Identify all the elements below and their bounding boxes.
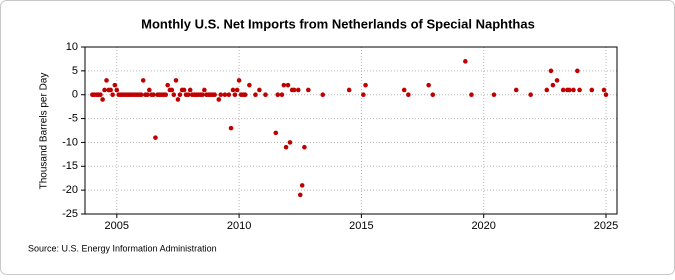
point [232, 92, 238, 98]
point [104, 78, 109, 83]
point [603, 92, 609, 98]
point [230, 87, 236, 93]
point [554, 78, 560, 83]
point [567, 87, 572, 93]
point [297, 192, 303, 198]
y-tick-label: -10 [62, 136, 78, 148]
point [406, 92, 411, 98]
point [363, 82, 368, 88]
point [236, 78, 242, 83]
point [560, 87, 566, 93]
point [279, 92, 285, 98]
point [108, 87, 113, 93]
point [401, 87, 407, 93]
x-tick-label: 2015 [349, 220, 373, 232]
point [165, 82, 170, 88]
x-tick-label: 2010 [227, 220, 251, 232]
point [281, 82, 287, 88]
point [110, 92, 115, 98]
point [491, 92, 497, 98]
point [218, 92, 224, 98]
point [463, 59, 468, 64]
point [273, 130, 279, 136]
plot-border [84, 46, 618, 215]
y-tick-label: 5 [72, 65, 78, 77]
point [285, 82, 291, 88]
point [430, 92, 436, 98]
point [181, 87, 187, 93]
y-tick-label: 0 [72, 89, 78, 101]
point [346, 87, 352, 93]
point [253, 92, 258, 98]
y-tick-label: -15 [62, 160, 78, 172]
point [550, 82, 556, 88]
point [257, 87, 262, 93]
x-tick-label: 2020 [471, 220, 495, 232]
point [426, 82, 431, 88]
point [98, 92, 103, 98]
point [302, 144, 307, 150]
point [544, 87, 550, 93]
point [577, 87, 582, 93]
point [601, 87, 607, 93]
point [212, 92, 217, 98]
point [263, 92, 268, 98]
point [575, 68, 580, 74]
point [571, 87, 576, 93]
y-tick-label: 10 [66, 41, 78, 53]
point [112, 82, 118, 88]
point [216, 97, 222, 102]
point [291, 87, 297, 93]
point [469, 92, 474, 98]
point [283, 144, 289, 150]
x-tick-label: 2005 [105, 220, 129, 232]
point [513, 87, 519, 93]
y-tick-label: -25 [62, 208, 78, 220]
point [177, 92, 183, 98]
point [528, 92, 533, 98]
chart-title: Monthly U.S. Net Imports from Netherland… [141, 16, 535, 31]
point [175, 97, 181, 102]
source-note: Source: U.S. Energy Information Administ… [28, 243, 217, 253]
point [151, 92, 156, 98]
point [145, 92, 150, 98]
point [247, 82, 252, 88]
y-tick-label: -20 [62, 184, 78, 196]
x-tick-label: 2025 [594, 220, 618, 232]
point [589, 87, 595, 93]
point [140, 78, 146, 83]
point [169, 87, 175, 93]
point [295, 87, 301, 93]
point [228, 125, 234, 131]
point [275, 92, 281, 98]
point [299, 183, 305, 188]
point [163, 92, 169, 98]
point [320, 92, 326, 98]
point [102, 87, 107, 93]
point [153, 135, 158, 140]
point [242, 92, 248, 98]
point [361, 92, 366, 98]
point [306, 87, 311, 93]
point [147, 87, 152, 93]
y-tick-label: -5 [68, 112, 78, 124]
point [100, 97, 105, 102]
point [287, 140, 293, 145]
point [226, 92, 232, 98]
point [185, 92, 191, 98]
point [234, 87, 240, 93]
y-axis-label: Thousand Barrels per Day [39, 73, 50, 190]
point [173, 78, 179, 83]
point [114, 87, 120, 93]
point [138, 92, 144, 98]
point [548, 68, 554, 74]
point [187, 87, 193, 93]
point [202, 87, 207, 93]
point [171, 92, 177, 98]
point [200, 92, 205, 98]
point [222, 92, 228, 98]
